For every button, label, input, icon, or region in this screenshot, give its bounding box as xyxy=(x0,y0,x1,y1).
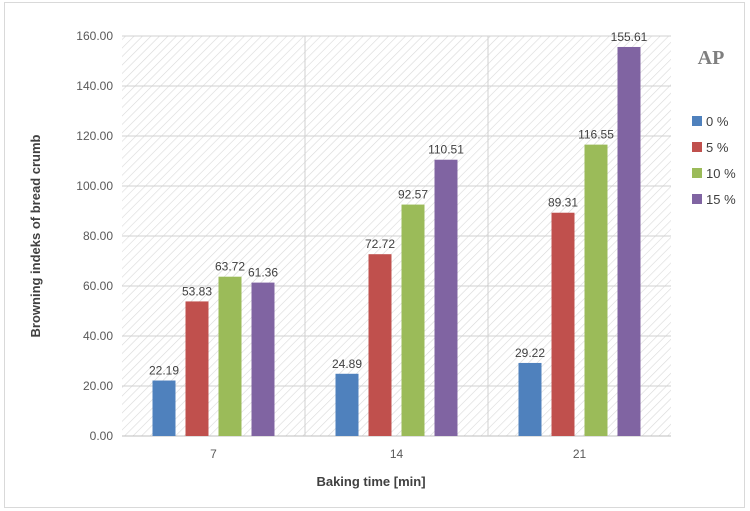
legend-swatch xyxy=(692,116,702,126)
bar xyxy=(368,254,392,436)
legend-label: 0 % xyxy=(706,114,729,129)
chart-title: AP xyxy=(698,47,725,69)
x-tick-label: 21 xyxy=(573,447,587,461)
data-label: 89.31 xyxy=(548,196,578,210)
y-tick-label: 160.00 xyxy=(76,29,113,43)
x-tick-label: 7 xyxy=(210,447,217,461)
data-label: 110.51 xyxy=(428,143,464,157)
data-label: 92.57 xyxy=(398,188,428,202)
bar xyxy=(518,362,542,436)
bar xyxy=(335,373,359,436)
bars xyxy=(152,46,641,436)
data-label: 155.61 xyxy=(611,30,648,44)
data-label: 61.36 xyxy=(248,266,278,280)
legend-swatch xyxy=(692,168,702,178)
bar xyxy=(251,282,275,436)
y-tick-label: 80.00 xyxy=(83,229,113,243)
data-label: 53.83 xyxy=(182,284,212,298)
data-label: 24.89 xyxy=(332,357,362,371)
x-axis-title: Baking time [min] xyxy=(316,474,425,489)
legend-swatch xyxy=(692,142,702,152)
y-axis-ticks: 0.00 20.00 40.00 60.00 80.00 100.00 120.00 140.… xyxy=(76,29,113,443)
bar xyxy=(434,159,458,436)
bar xyxy=(218,276,242,436)
y-tick-label: 60.00 xyxy=(83,279,113,293)
legend-label: 10 % xyxy=(706,166,736,181)
bar xyxy=(401,204,425,436)
bar xyxy=(584,144,608,436)
y-tick-label: 100.00 xyxy=(76,179,113,193)
data-label: 116.55 xyxy=(578,128,614,142)
data-label: 63.72 xyxy=(215,260,245,274)
y-tick-label: 0.00 xyxy=(90,429,114,443)
bar xyxy=(185,301,209,436)
legend: 0 % 5 % 10 % 15 % xyxy=(692,114,736,207)
data-label: 72.72 xyxy=(365,237,395,251)
gridlines xyxy=(122,35,671,437)
bar xyxy=(551,212,575,436)
bar xyxy=(617,46,641,436)
data-label: 29.22 xyxy=(515,346,545,360)
x-tick-label: 14 xyxy=(390,447,404,461)
y-tick-label: 20.00 xyxy=(83,379,113,393)
x-axis-ticks: 7 14 21 xyxy=(210,447,586,461)
y-axis-title: Browning indeks of bread crumb xyxy=(28,134,43,337)
legend-swatch xyxy=(692,194,702,204)
legend-label: 5 % xyxy=(706,140,729,155)
bar xyxy=(152,380,176,436)
y-tick-label: 40.00 xyxy=(83,329,113,343)
legend-label: 15 % xyxy=(706,192,736,207)
y-tick-label: 120.00 xyxy=(76,129,113,143)
y-tick-label: 140.00 xyxy=(76,79,113,93)
data-label: 22.19 xyxy=(149,364,179,378)
